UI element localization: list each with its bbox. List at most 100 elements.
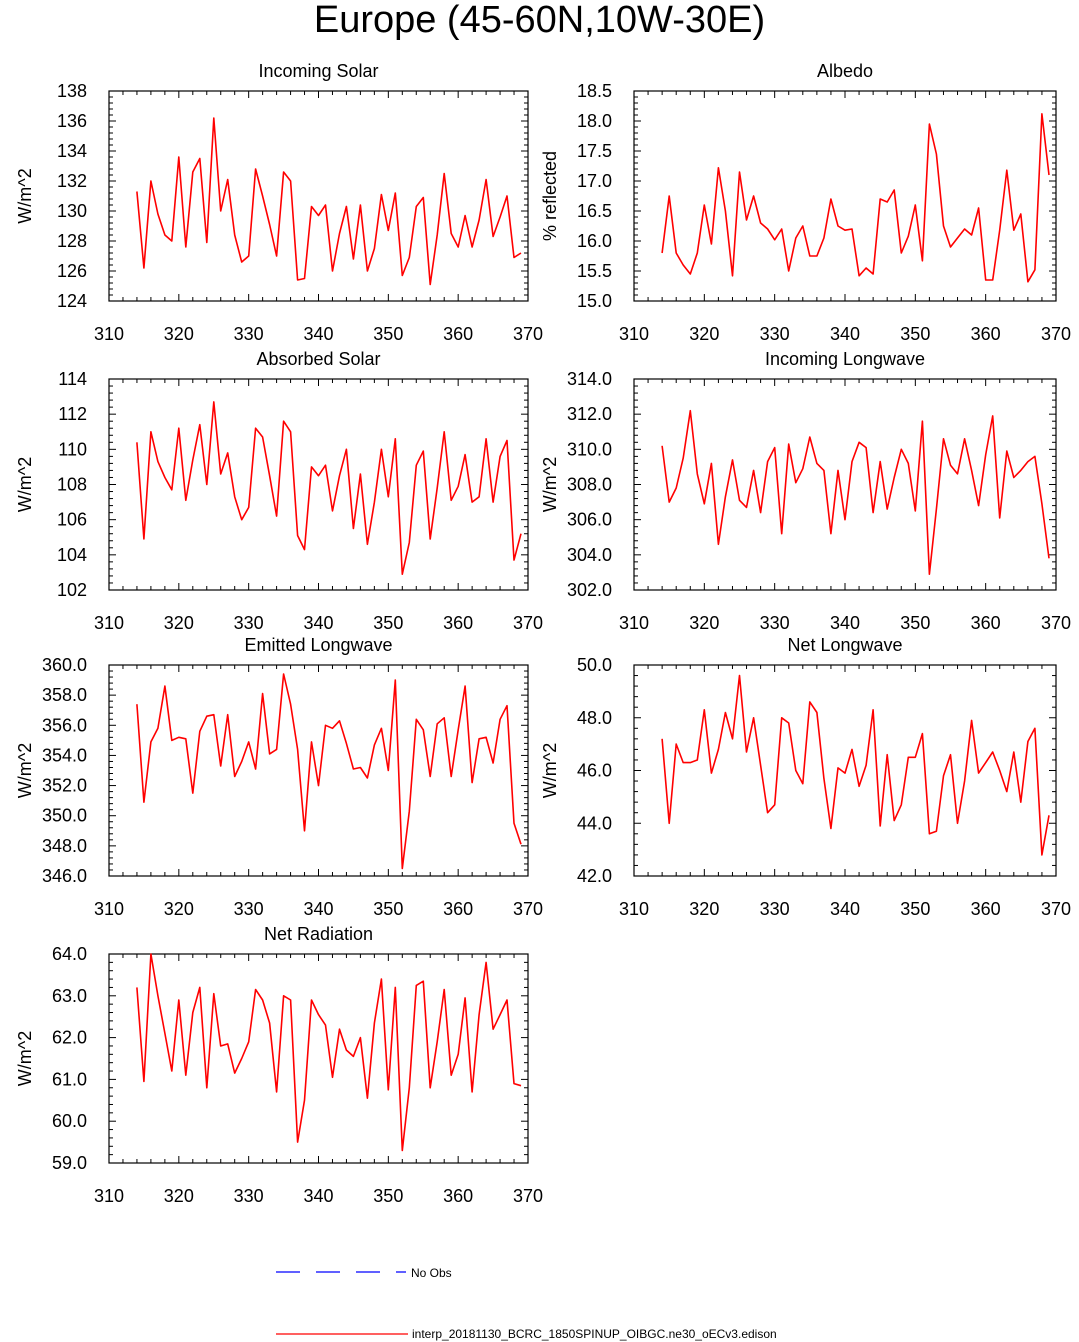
y-tick-label: 16.0 bbox=[577, 231, 612, 251]
chart-title: Net Longwave bbox=[787, 635, 902, 655]
x-tick-label: 350 bbox=[900, 613, 930, 633]
x-tick-label: 370 bbox=[1041, 613, 1071, 633]
plot-frame bbox=[108, 90, 529, 302]
x-tick-label: 340 bbox=[303, 324, 333, 344]
y-tick-label: 108 bbox=[57, 475, 87, 495]
y-tick-label: 312.0 bbox=[567, 404, 612, 424]
y-tick-label: 46.0 bbox=[577, 761, 612, 781]
y-tick-label: 59.0 bbox=[52, 1153, 87, 1173]
y-tick-label: 15.0 bbox=[577, 291, 612, 311]
series-line bbox=[136, 673, 522, 870]
x-tick-label: 320 bbox=[164, 324, 194, 344]
y-tick-label: 138 bbox=[57, 81, 87, 101]
y-tick-label: 104 bbox=[57, 545, 87, 565]
x-tick-label: 310 bbox=[619, 613, 649, 633]
y-axis-label: W/m^2 bbox=[15, 168, 35, 223]
y-tick-label: 64.0 bbox=[52, 944, 87, 964]
legend-model-label: interp_20181130_BCRC_1850SPINUP_OIBGC.ne… bbox=[412, 1327, 777, 1341]
y-tick-label: 17.0 bbox=[577, 171, 612, 191]
y-tick-label: 17.5 bbox=[577, 141, 612, 161]
x-tick-label: 370 bbox=[513, 324, 543, 344]
x-tick-label: 370 bbox=[1041, 324, 1071, 344]
y-axis-label: W/m^2 bbox=[15, 743, 35, 798]
x-tick-label: 360 bbox=[971, 613, 1001, 633]
x-tick-label: 360 bbox=[971, 899, 1001, 919]
plot-frame bbox=[633, 378, 1057, 591]
x-tick-label: 340 bbox=[830, 899, 860, 919]
x-tick-label: 370 bbox=[513, 899, 543, 919]
x-tick-label: 330 bbox=[760, 613, 790, 633]
x-tick-label: 370 bbox=[513, 613, 543, 633]
chart-panel: Incoming Longwave W/m^2 310 320 330 340 350 360… bbox=[540, 349, 1071, 633]
y-tick-label: 112 bbox=[58, 404, 87, 424]
y-tick-label: 106 bbox=[57, 510, 87, 530]
y-tick-label: 314.0 bbox=[567, 369, 612, 389]
x-tick-label: 360 bbox=[443, 324, 473, 344]
chart-title: Net Radiation bbox=[264, 924, 373, 944]
y-tick-label: 16.5 bbox=[577, 201, 612, 221]
x-tick-label: 340 bbox=[303, 613, 333, 633]
x-tick-label: 330 bbox=[760, 324, 790, 344]
x-tick-label: 340 bbox=[830, 324, 860, 344]
y-tick-label: 128 bbox=[57, 231, 87, 251]
x-tick-label: 320 bbox=[164, 1186, 194, 1206]
x-tick-label: 330 bbox=[760, 899, 790, 919]
legend-obs-line bbox=[276, 1271, 406, 1273]
y-tick-label: 136 bbox=[57, 111, 87, 131]
series-line bbox=[661, 674, 1050, 856]
series-line bbox=[136, 953, 522, 1152]
chart-panel: Emitted Longwave W/m^2 310 320 330 340 350 360 3… bbox=[15, 635, 543, 919]
y-tick-label: 44.0 bbox=[577, 813, 612, 833]
x-tick-label: 310 bbox=[94, 324, 124, 344]
x-tick-label: 350 bbox=[900, 899, 930, 919]
y-tick-label: 310.0 bbox=[567, 439, 612, 459]
x-tick-label: 360 bbox=[443, 1186, 473, 1206]
x-tick-label: 330 bbox=[234, 613, 264, 633]
x-tick-label: 310 bbox=[619, 324, 649, 344]
y-tick-label: 60.0 bbox=[52, 1111, 87, 1131]
y-axis-label: W/m^2 bbox=[15, 457, 35, 512]
x-tick-label: 360 bbox=[971, 324, 1001, 344]
chart-title: Incoming Longwave bbox=[765, 349, 925, 369]
x-tick-label: 340 bbox=[830, 613, 860, 633]
y-tick-label: 306.0 bbox=[567, 510, 612, 530]
y-tick-label: 48.0 bbox=[577, 708, 612, 728]
plot-frame bbox=[108, 953, 529, 1164]
y-tick-label: 15.5 bbox=[577, 261, 612, 281]
y-axis-label: W/m^2 bbox=[540, 743, 560, 798]
x-tick-label: 350 bbox=[373, 613, 403, 633]
y-tick-label: 130 bbox=[57, 201, 87, 221]
x-tick-label: 350 bbox=[900, 324, 930, 344]
y-tick-label: 63.0 bbox=[52, 986, 87, 1006]
page-title: Europe (45-60N,10W-30E) bbox=[313, 0, 766, 41]
x-tick-label: 370 bbox=[1041, 899, 1071, 919]
chart-title: Albedo bbox=[817, 61, 873, 81]
series-line bbox=[136, 117, 522, 286]
x-tick-label: 320 bbox=[689, 324, 719, 344]
x-tick-label: 310 bbox=[94, 1186, 124, 1206]
y-tick-label: 304.0 bbox=[567, 545, 612, 565]
chart-panel: Albedo % reflected 310 320 330 340 350 360 370 15… bbox=[540, 61, 1071, 344]
y-tick-label: 42.0 bbox=[577, 866, 612, 886]
x-tick-label: 360 bbox=[443, 899, 473, 919]
x-tick-label: 320 bbox=[164, 613, 194, 633]
chart-title: Emitted Longwave bbox=[244, 635, 392, 655]
chart-title: Absorbed Solar bbox=[256, 349, 380, 369]
y-tick-label: 308.0 bbox=[567, 475, 612, 495]
series-line bbox=[661, 113, 1050, 283]
y-tick-label: 50.0 bbox=[577, 655, 612, 675]
x-tick-label: 330 bbox=[234, 1186, 264, 1206]
x-tick-label: 320 bbox=[689, 613, 719, 633]
chart-title: Incoming Solar bbox=[258, 61, 378, 81]
y-axis-label: W/m^2 bbox=[540, 457, 560, 512]
x-tick-label: 330 bbox=[234, 899, 264, 919]
x-tick-label: 310 bbox=[94, 613, 124, 633]
x-tick-label: 330 bbox=[234, 324, 264, 344]
y-tick-label: 62.0 bbox=[52, 1028, 87, 1048]
y-tick-label: 352.0 bbox=[42, 776, 87, 796]
series-line bbox=[661, 409, 1050, 576]
legend-model-line bbox=[276, 1333, 408, 1335]
y-tick-label: 110 bbox=[58, 439, 87, 459]
y-tick-label: 124 bbox=[57, 291, 87, 311]
